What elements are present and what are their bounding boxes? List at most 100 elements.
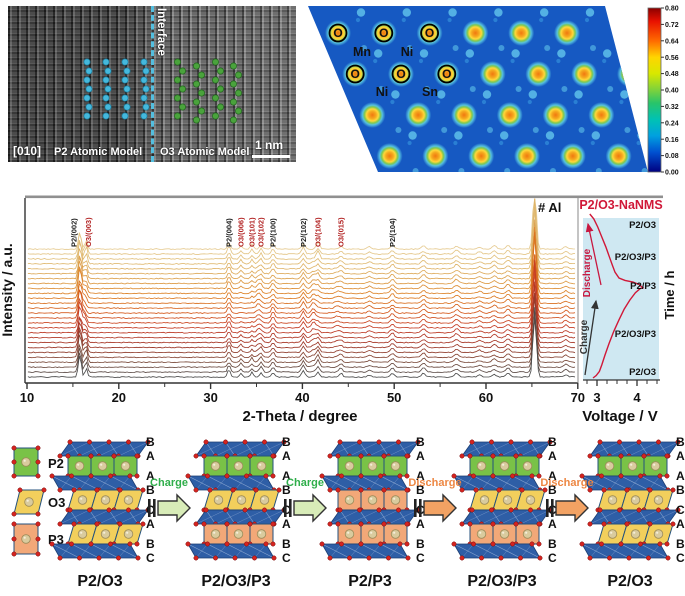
elf-minor-spot — [494, 8, 503, 17]
x-axis-title: 2-Theta / degree — [242, 408, 357, 425]
elf-minor-spot — [557, 49, 566, 58]
na-sphere — [344, 461, 355, 471]
oxygen-dot — [366, 555, 372, 561]
stacking-letter: C — [416, 551, 425, 565]
oxygen-dot — [201, 453, 207, 459]
elf-minor-spot — [408, 131, 417, 140]
na-sphere — [97, 461, 108, 471]
oxygen-dot — [96, 555, 102, 561]
o3-atom-dots — [174, 58, 242, 124]
oxygen-dot — [140, 487, 146, 493]
slab-edge-line — [226, 543, 255, 559]
elf-minor-spot — [585, 8, 595, 17]
oxygen-dot — [270, 521, 276, 527]
elf-minor-spot — [573, 99, 578, 105]
elf-minor-spot — [493, 17, 498, 23]
voltage-curve — [589, 213, 645, 379]
slab-edge-line — [609, 509, 640, 525]
slab-edge-line — [520, 543, 533, 559]
oxygen-dot — [69, 541, 74, 547]
xrd-scan-line — [27, 198, 576, 250]
elf-minor-spot — [407, 140, 412, 146]
al-marker: # Al — [538, 200, 561, 215]
elf-minor-spot — [355, 17, 361, 23]
stacking-letter: C — [676, 503, 685, 517]
oxygen-dot — [135, 555, 141, 561]
charge-block-arrow: Charge — [284, 477, 327, 523]
xrd-scan-line — [27, 232, 576, 305]
slab-edge-line — [638, 441, 649, 457]
xrd-scan-line — [27, 268, 576, 314]
stacking-letter: A — [282, 449, 291, 463]
voltage-tick-label: 3 — [593, 390, 600, 405]
oxygen-dot — [595, 453, 601, 459]
oxygen-dot — [201, 521, 207, 527]
oxygen-dot — [664, 473, 670, 479]
o3-atom-dot — [217, 67, 224, 75]
oxygen-dot — [528, 439, 533, 445]
oxygen-dot — [528, 507, 533, 513]
na-sphere — [367, 461, 378, 471]
na-sphere — [607, 495, 618, 505]
slab-edge-line — [520, 441, 551, 457]
oxygen-dot — [327, 555, 333, 561]
colorbar-gradient — [647, 7, 662, 173]
oxygen-dot — [319, 541, 325, 547]
charge-arrow-label: Charge — [150, 477, 188, 489]
stacking-letter: A — [416, 517, 425, 531]
oxygen-dot — [193, 555, 199, 561]
slab-edge-line — [225, 441, 236, 457]
elf-minor-spot — [453, 140, 458, 146]
oxygen-dot — [508, 507, 514, 513]
elf-minor-spot — [574, 90, 583, 99]
voltage-tick-label: 4 — [633, 390, 641, 405]
stacking-letter: B — [416, 537, 425, 551]
oxygen-dot — [473, 487, 479, 493]
slab-edge-line — [599, 441, 610, 457]
slab-edge-line — [59, 509, 90, 525]
na-sphere — [213, 495, 224, 505]
o3-atom-dot — [230, 62, 237, 70]
slab-edge-line — [329, 543, 342, 559]
p2-atom-dot — [123, 103, 131, 111]
na-sphere — [100, 529, 111, 539]
elf-minor-spot — [540, 8, 549, 17]
p2-atom-dot — [121, 58, 129, 66]
discharge-arrow — [585, 222, 602, 286]
oxygen-dot — [270, 473, 276, 479]
elf-minor-spot — [418, 58, 424, 64]
slab-edge-line — [207, 543, 236, 559]
slab-edge-line — [638, 509, 649, 525]
slab-edge-line — [628, 441, 659, 457]
oxygen-dot — [601, 521, 607, 527]
slab-edge-line — [349, 441, 380, 457]
oxygen-dot — [358, 453, 364, 459]
xrd-scan-line — [27, 229, 576, 275]
p2-atom-dot — [104, 67, 112, 75]
oxygen-dot — [647, 487, 653, 493]
elf-atom-blob — [571, 61, 598, 87]
oxygen-dot — [35, 459, 41, 465]
sphere-highlight — [347, 463, 350, 466]
oxygen-dot — [213, 555, 218, 561]
oxygen-dot — [11, 473, 17, 479]
xrd-scan-line — [27, 226, 576, 295]
sphere-highlight — [80, 497, 83, 500]
slab-edge-line — [512, 475, 541, 491]
slab-edge-line — [244, 509, 255, 525]
oxygen-dot — [646, 555, 651, 561]
oxygen-dot — [67, 439, 73, 445]
sphere-highlight — [347, 531, 350, 534]
slab-edge-line — [205, 509, 216, 525]
p2-atom-dot — [102, 112, 110, 120]
oxygen-dot — [224, 541, 230, 547]
sphere-highlight — [479, 531, 482, 534]
xrd-scan-line — [27, 285, 576, 334]
sphere-highlight — [370, 497, 373, 500]
slab-edge-line — [388, 543, 401, 559]
slab-edge-line — [491, 441, 502, 457]
sphere-highlight — [123, 463, 126, 466]
oxygen-dot — [207, 487, 213, 493]
stacking-letter: A — [548, 449, 557, 463]
